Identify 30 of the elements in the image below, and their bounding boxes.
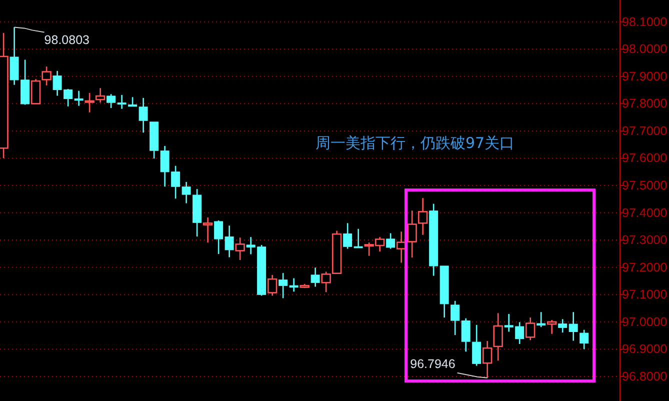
y-tick-label: 97.4000 <box>622 206 668 220</box>
candlestick <box>310 266 320 288</box>
annotation: 96.7946 <box>410 356 456 371</box>
candlestick <box>202 216 213 244</box>
y-tick-label: 97.2000 <box>622 260 668 274</box>
y-tick-label: 96.8000 <box>622 369 668 384</box>
y-tick-label: 97.7000 <box>622 124 668 138</box>
candlestick <box>95 87 106 104</box>
candlestick <box>138 97 148 134</box>
y-tick-label: 98.0000 <box>622 42 668 56</box>
candlestick <box>224 224 234 258</box>
candlestick <box>289 278 298 292</box>
candlestick <box>493 312 503 362</box>
y-tick-label: 97.5000 <box>622 178 668 192</box>
y-tick-label: 97.6000 <box>622 151 668 166</box>
y-tick-label: 97.8000 <box>622 96 668 111</box>
y-tick-label: 98.1000 <box>622 14 668 29</box>
candlestick <box>0 32 8 159</box>
annotation: 周一美指下行，仍跌破97关口 <box>315 134 515 152</box>
candlestick <box>74 90 84 106</box>
y-tick-label: 96.9000 <box>622 342 668 356</box>
candlestick <box>568 311 578 342</box>
y-tick-label: 97.9000 <box>622 69 668 84</box>
annotation: 98.0803 <box>44 33 90 48</box>
y-tick-label: 97.0000 <box>622 314 668 329</box>
y-tick-label: 97.1000 <box>622 288 668 302</box>
y-tick-label: 97.3000 <box>622 233 668 248</box>
candlestick <box>461 318 470 352</box>
candlestick <box>482 340 492 379</box>
candlestick <box>117 94 126 110</box>
